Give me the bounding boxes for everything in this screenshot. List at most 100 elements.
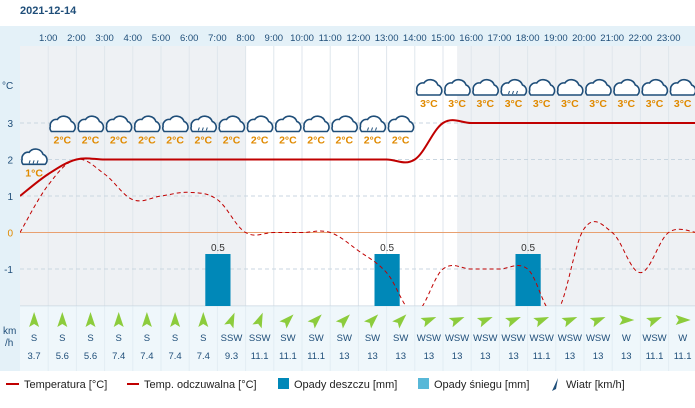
- rain-drop: [32, 160, 35, 164]
- temperature-label: 2°C: [53, 135, 71, 147]
- temperature-label: 2°C: [194, 135, 212, 147]
- cloud-shape: [444, 78, 471, 96]
- wind-arrow-shape: [675, 315, 691, 325]
- cloud-shape: [246, 115, 274, 133]
- wind-direction-label: W: [622, 333, 631, 344]
- wind-arrow-shape: [533, 316, 550, 328]
- wind-direction-label: S: [31, 333, 37, 344]
- wind-arrow-icon: [307, 314, 322, 329]
- wind-direction-label: SW: [280, 333, 295, 344]
- cloud-icon: [472, 78, 499, 96]
- wind-arrow-shape: [252, 312, 263, 329]
- wind-speed-label: 13: [480, 351, 491, 362]
- cloud-icon: [585, 78, 612, 96]
- legend-rain-label: Opady deszczu [mm]: [294, 379, 397, 391]
- cloud-shape: [133, 115, 161, 133]
- temperature-label: 2°C: [110, 135, 128, 147]
- cloud-icon: [613, 78, 640, 96]
- cloud-shape: [472, 78, 499, 96]
- temperature-label: 2°C: [82, 135, 100, 147]
- wind-speed-label: 13: [395, 351, 406, 362]
- y-tick-label: 0: [7, 229, 13, 240]
- wind-arrow-icon: [335, 314, 350, 329]
- hour-tick-label: 7:00: [208, 33, 227, 44]
- temperature-labels: 1°C 2°C 2°C 2°C 2°C 2°C 2°C 2°C 2°C 2°C 2°C 2°C 2°C 2…: [25, 98, 692, 179]
- wind-direction-label: S: [200, 333, 206, 344]
- wind-direction-label: W: [678, 333, 687, 344]
- wind-speed-label: 11.1: [279, 351, 297, 362]
- wind-direction-label: SW: [393, 333, 408, 344]
- cloud-icon: [415, 78, 443, 96]
- temperature-label: 3°C: [448, 98, 466, 110]
- wind-speed-label: 5.6: [56, 351, 69, 362]
- wind-arrow-icon: [57, 312, 68, 327]
- wind-arrow-icon: [675, 315, 691, 325]
- wind-arrow-icon: [392, 314, 407, 329]
- temperature-label: 3°C: [476, 98, 494, 110]
- wind-arrow-shape: [476, 316, 493, 328]
- temperature-label: 3°C: [420, 98, 438, 110]
- hour-tick-label: 3:00: [95, 33, 114, 44]
- hour-tick-label: 1:00: [39, 33, 58, 44]
- temperature-label: 3°C: [617, 98, 635, 110]
- wind-arrow-shape: [589, 316, 606, 328]
- legend-wind-arrow-icon: [552, 378, 558, 391]
- wind-arrow-shape: [57, 312, 68, 327]
- wind-direction-label: WSW: [417, 333, 441, 344]
- wind-direction-label: SSW: [249, 333, 271, 344]
- wind-arrow-icon: [505, 316, 521, 328]
- wind-speed-label: 11.1: [674, 351, 692, 362]
- rain-bar: [374, 254, 400, 306]
- temperature-label: 2°C: [279, 135, 297, 147]
- y-axis-band: [0, 26, 20, 371]
- wind-arrow-shape: [85, 312, 96, 327]
- rain-drop: [205, 127, 208, 131]
- cloud-icon: [49, 115, 76, 133]
- weather-icons: [21, 78, 695, 166]
- rain-drop: [375, 127, 377, 131]
- temperature-label: 2°C: [251, 135, 269, 147]
- cloud-shape: [218, 115, 246, 133]
- cloud-shape: [669, 78, 695, 96]
- legend-wind-label: Wiatr [km/h]: [566, 379, 625, 391]
- temperature-label: 2°C: [392, 135, 410, 147]
- hour-tick-label: 9:00: [265, 33, 284, 44]
- wind-arrow-shape: [448, 316, 465, 328]
- y-axis-ticks: 3 2 1 0 -1: [4, 119, 13, 276]
- hour-tick-label: 23:00: [657, 33, 681, 44]
- cloud-shape: [162, 115, 189, 133]
- wind-arrow-icon: [141, 312, 152, 327]
- rain-drop: [28, 160, 31, 164]
- cloud-rain-icon: [21, 148, 48, 166]
- wind-arrow-icon: [252, 312, 263, 329]
- wind-arrow-icon: [448, 316, 465, 328]
- cloud-icon: [669, 78, 695, 96]
- cloud-icon: [105, 115, 133, 133]
- cloud-shape: [105, 115, 133, 133]
- wind-direction-label: WSW: [558, 333, 582, 344]
- cloud-shape: [500, 78, 528, 96]
- wind-arrow-icon: [279, 314, 294, 329]
- wind-direction-label: SW: [337, 333, 352, 344]
- rain-drop: [516, 90, 518, 95]
- wind-direction-label: WSW: [445, 333, 469, 344]
- cloud-icon: [133, 115, 161, 133]
- wind-unit-h: /h: [5, 338, 13, 349]
- wind-speed-label: 11.1: [307, 351, 325, 362]
- hour-tick-label: 2:00: [67, 33, 86, 44]
- hour-tick-label: 13:00: [375, 33, 399, 44]
- wind-direction-label: SSW: [221, 333, 243, 344]
- cloud-icon: [444, 78, 471, 96]
- wind-arrow-icon: [113, 312, 124, 327]
- hour-tick-label: 10:00: [290, 33, 314, 44]
- cloud-icon: [77, 115, 105, 133]
- wind-speed-label: 11.1: [251, 351, 269, 362]
- wind-direction-label: SW: [365, 333, 380, 344]
- wind-direction-label: WSW: [642, 333, 666, 344]
- legend-snow-label: Opady śniegu [mm]: [434, 379, 529, 391]
- wind-speed-label: 7.4: [112, 351, 125, 362]
- wind-speed-label: 13: [565, 351, 576, 362]
- legend-temperature-label: Temperatura [°C]: [24, 379, 107, 391]
- cloud-icon: [274, 115, 302, 133]
- wind-arrow-shape: [224, 312, 235, 329]
